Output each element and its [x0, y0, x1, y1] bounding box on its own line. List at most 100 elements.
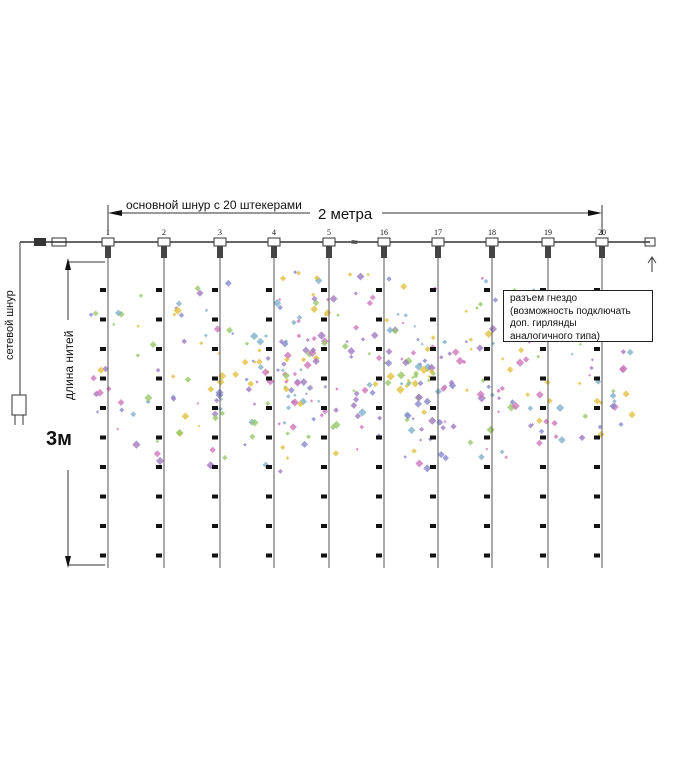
bulb [484, 494, 490, 499]
decor-dot [250, 332, 259, 341]
decor-dot [241, 358, 249, 366]
decor-dot [249, 433, 256, 440]
bulb [430, 406, 436, 410]
decor-dot [290, 398, 299, 407]
power-plug-icon [11, 394, 27, 416]
decor-dot [372, 381, 379, 388]
decor-dot [386, 326, 394, 334]
bulb [100, 553, 106, 558]
decor-dot [244, 377, 249, 382]
bulb [540, 524, 546, 528]
t-connector [101, 237, 115, 247]
decor-dot [319, 413, 324, 418]
decor-dot [244, 341, 250, 346]
decor-dot [401, 321, 405, 325]
socket-note-line: доп. гирлянды [510, 318, 577, 329]
decor-dot [106, 386, 112, 392]
strand-length-label: длина нитей [62, 331, 76, 400]
decor-dot [415, 459, 424, 468]
bulb [540, 494, 546, 499]
socket-note-line: аналогичного типа) [510, 330, 600, 342]
decor-dot [257, 364, 264, 371]
decor-dot [422, 358, 428, 364]
decor-dot [329, 294, 338, 303]
decor-dot [403, 313, 408, 318]
decor-dot [427, 363, 436, 372]
socket-number: 5 [327, 228, 331, 237]
decor-dot [90, 374, 97, 382]
strand-plug [217, 246, 223, 258]
light-strand: 19 [540, 228, 555, 568]
decor-dot [247, 380, 254, 388]
decor-dot [309, 399, 314, 403]
bulb [156, 288, 162, 292]
bulb [376, 347, 382, 351]
decor-dot [303, 361, 312, 370]
bulb [376, 553, 382, 558]
decor-dot [209, 446, 216, 454]
decor-dot [578, 434, 586, 442]
decor-dot [486, 425, 495, 434]
decor-dot [97, 366, 105, 374]
decor-dot [355, 447, 359, 451]
decor-dot [590, 358, 594, 362]
decor-dot [418, 362, 423, 367]
decor-dot [511, 401, 520, 411]
decor-dot [264, 333, 269, 338]
decor-dot [296, 270, 302, 276]
decor-dot [369, 294, 376, 301]
decor-dot [504, 455, 509, 460]
bulb [484, 553, 490, 558]
t-connector [541, 237, 555, 247]
decor-dot [492, 297, 499, 303]
bulb [430, 524, 436, 528]
bulb [484, 435, 490, 440]
decor-dot [469, 347, 473, 352]
decor-dot [218, 371, 227, 380]
decor-dot [367, 351, 372, 356]
decor-dot [384, 359, 393, 367]
decor-dot [289, 423, 297, 431]
decor-dot [293, 270, 298, 275]
decor-dot [311, 336, 317, 342]
decor-dot [281, 361, 287, 367]
decor-dot [197, 424, 201, 428]
bulb [212, 494, 218, 499]
decor-dot [411, 375, 415, 380]
decor-dot [285, 431, 290, 436]
light-strand: 5 [321, 228, 336, 568]
bulb [156, 317, 162, 322]
bulb [484, 524, 490, 528]
decor-dot [353, 390, 360, 397]
decor-dot [288, 386, 295, 394]
bulb [100, 347, 106, 351]
decor-dot [354, 412, 362, 420]
decor-dot [536, 439, 543, 447]
decor-dot [478, 301, 484, 307]
decor-dot [265, 401, 271, 406]
decor-dot [253, 360, 257, 364]
decor-dot [415, 393, 424, 402]
decor-dot [255, 380, 259, 384]
decor-dot [252, 402, 257, 406]
decor-dot [386, 372, 395, 381]
decor-dot [203, 333, 208, 338]
bulb [430, 494, 436, 499]
decor-dot [149, 341, 157, 349]
decor-dot [536, 354, 541, 359]
socket-number: 1 [106, 228, 110, 237]
decor-dot [483, 278, 489, 284]
decor-dot [370, 331, 379, 340]
decor-dot [464, 309, 469, 314]
decor-dot [280, 368, 285, 373]
decor-dot [280, 444, 286, 451]
socket-note-line: (возможность подключать [510, 305, 631, 317]
decor-dot [577, 381, 582, 386]
decor-dot [419, 426, 424, 432]
decor-dot [411, 448, 417, 454]
decor-dot [297, 400, 304, 408]
decor-dot [350, 402, 358, 409]
decor-dot [476, 344, 484, 352]
decor-dot [476, 390, 485, 399]
